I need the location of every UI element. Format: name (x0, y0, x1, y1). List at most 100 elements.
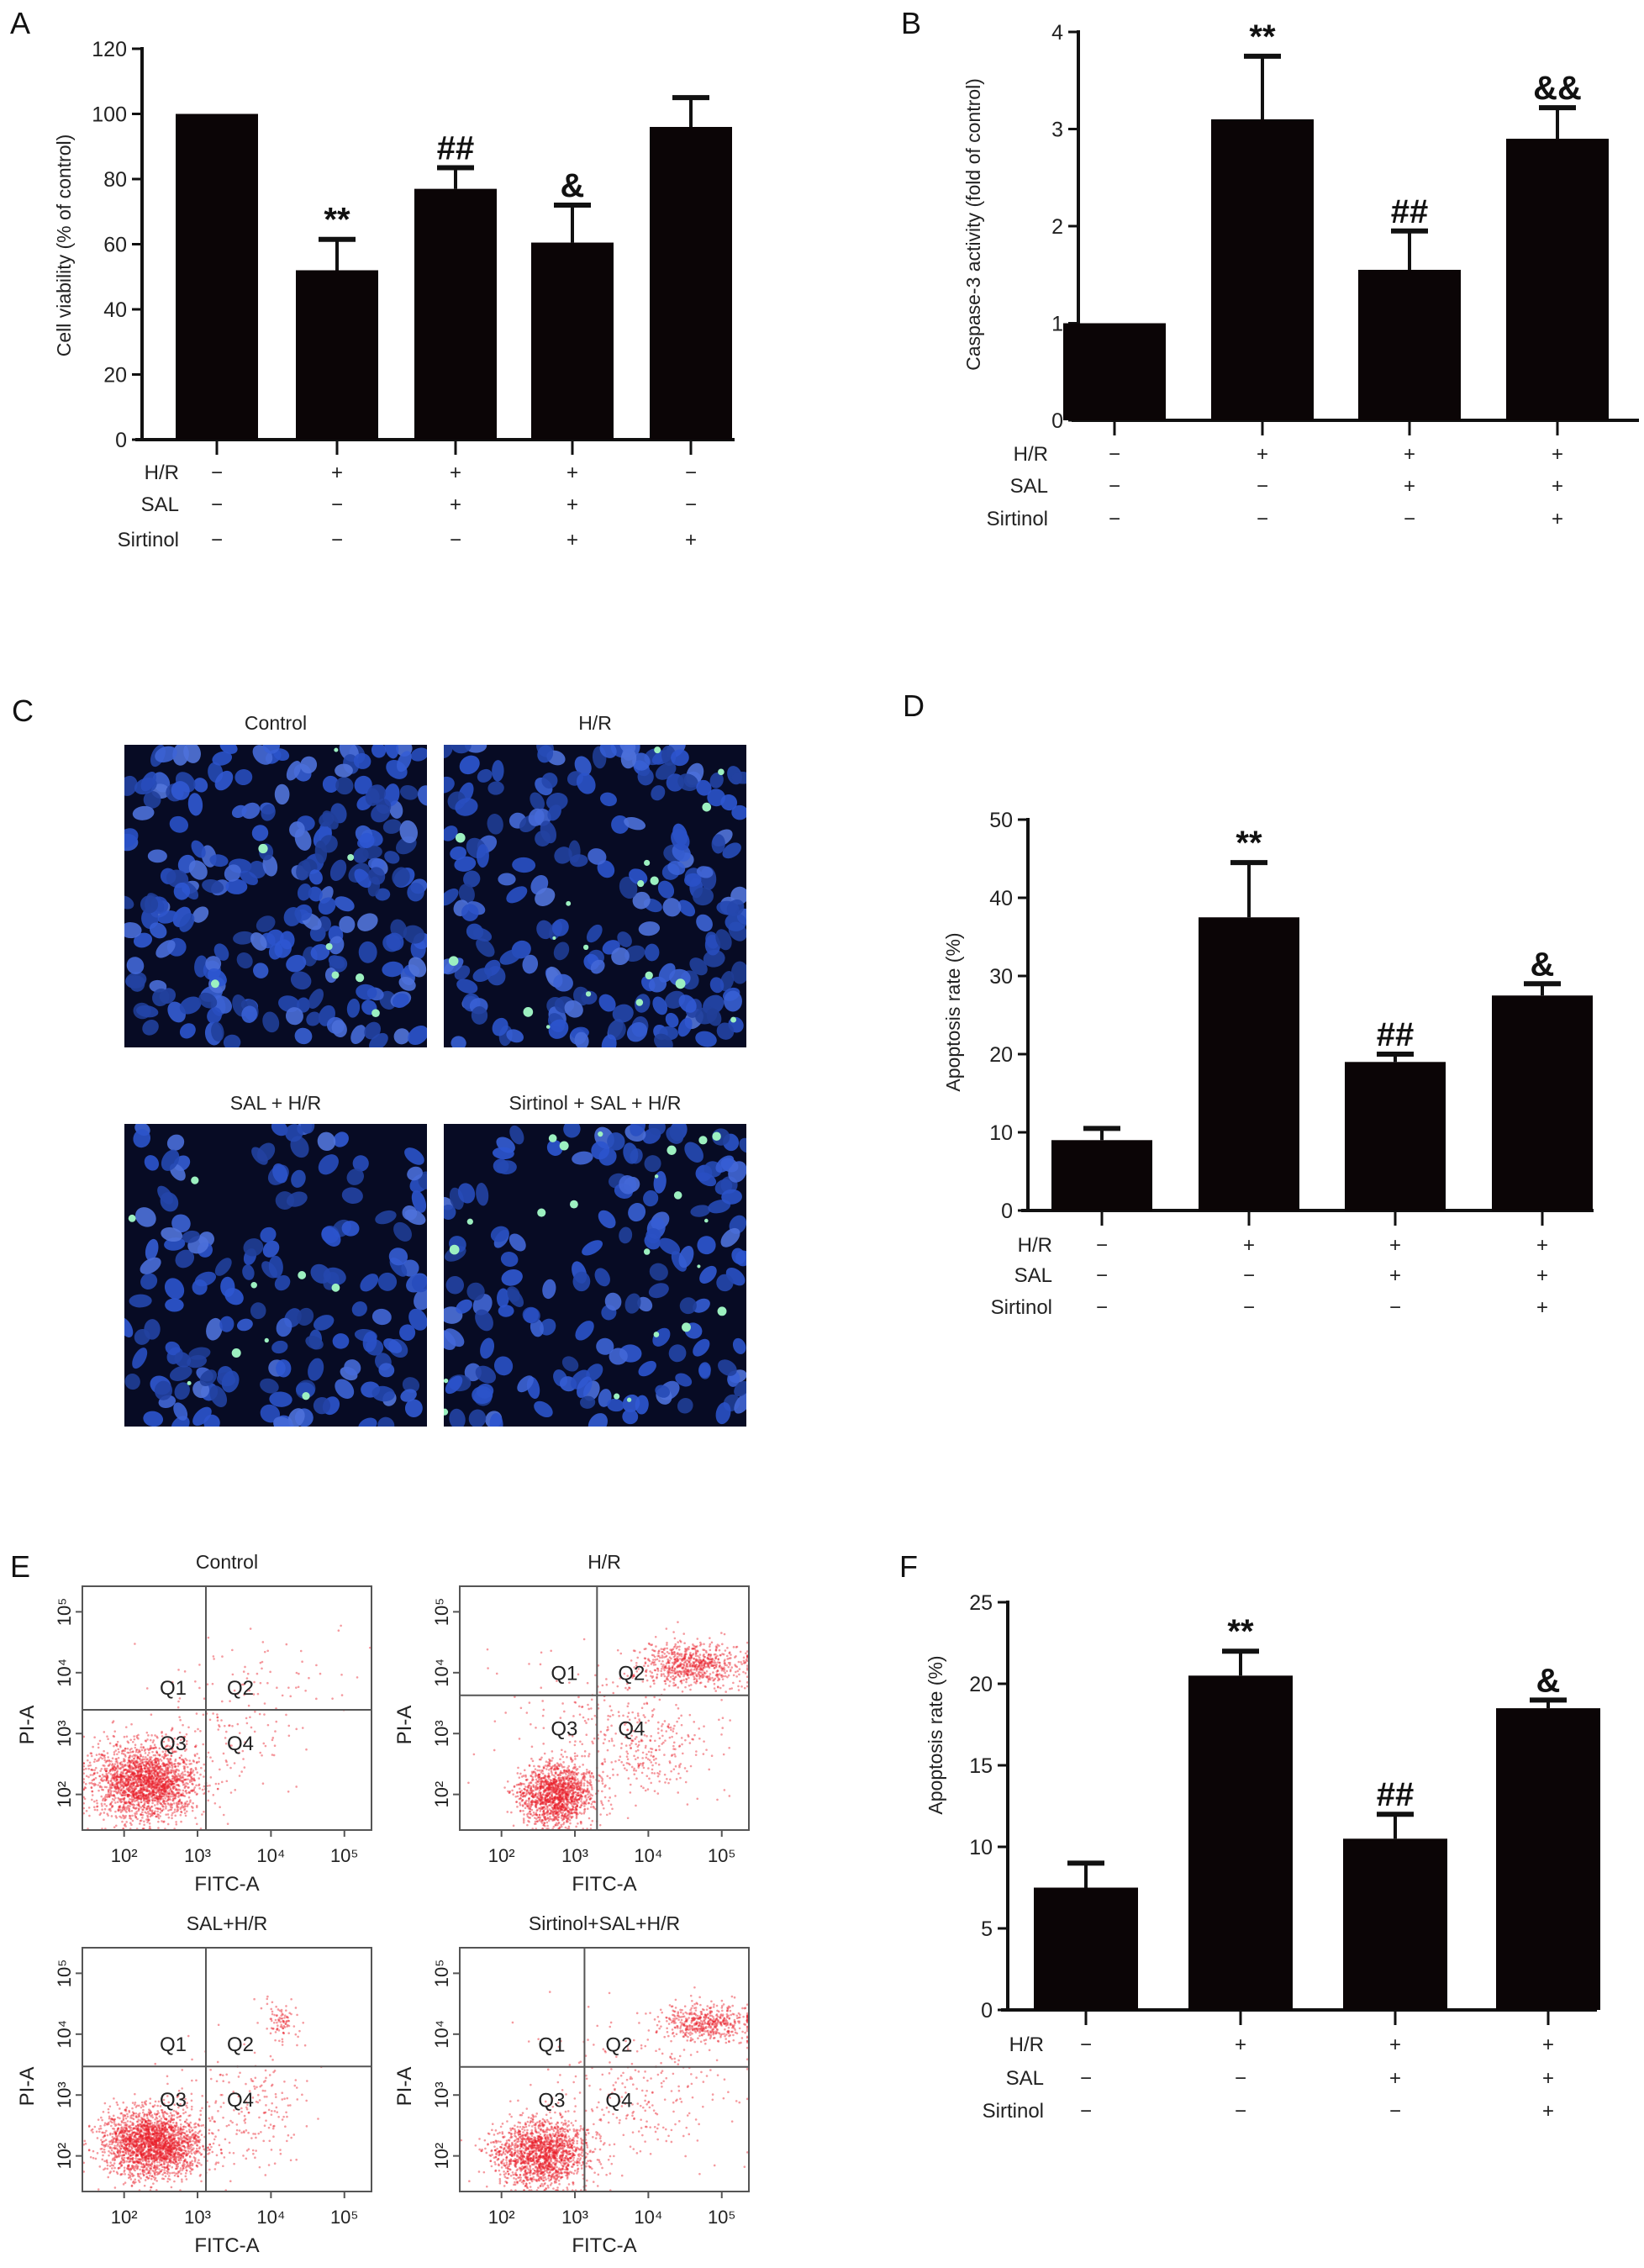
nucleus (536, 920, 553, 940)
data-point (222, 1813, 225, 1817)
data-point (582, 1791, 585, 1795)
data-point (119, 1792, 122, 1796)
nucleus (619, 1175, 637, 1195)
nucleus (456, 1299, 472, 1314)
nucleus (455, 798, 478, 816)
nucleus (375, 1210, 397, 1225)
data-point (173, 1776, 177, 1779)
data-point (119, 1783, 122, 1786)
data-point (144, 1775, 146, 1777)
data-point (295, 1671, 298, 1675)
data-point (609, 1796, 612, 1799)
data-point (154, 1734, 156, 1737)
data-point (155, 1751, 159, 1754)
nucleus (472, 927, 493, 942)
data-point (117, 1808, 120, 1811)
x-tick-label: 10³ (184, 1845, 211, 1866)
data-point (228, 1724, 230, 1727)
data-point (125, 1793, 128, 1796)
data-point (141, 1780, 145, 1783)
apoptotic-nucleus (128, 1214, 136, 1222)
data-point (120, 1794, 124, 1797)
data-point (564, 1750, 566, 1754)
data-point (170, 1729, 173, 1732)
data-point (581, 1777, 584, 1780)
data-point (137, 1767, 140, 1770)
data-point (125, 1735, 129, 1738)
treatment-symbol: + (450, 493, 461, 516)
data-point (156, 1801, 159, 1804)
data-point (207, 1636, 210, 1639)
nucleus (199, 1369, 217, 1386)
nucleus (678, 994, 697, 1013)
nucleus (157, 1185, 174, 1205)
data-point (149, 1744, 152, 1748)
treatment-row-label: SAL (1014, 1264, 1052, 1287)
data-point (169, 1762, 172, 1764)
data-point (162, 1785, 165, 1788)
nucleus (310, 944, 330, 961)
data-point (575, 1802, 577, 1806)
data-point (566, 1779, 570, 1782)
data-point (539, 1796, 542, 1798)
data-point (175, 1777, 178, 1780)
data-point (169, 1761, 171, 1764)
data-point (173, 1785, 176, 1788)
data-point (559, 1811, 562, 1814)
data-point (152, 1775, 155, 1779)
nucleus (329, 936, 345, 955)
data-point (547, 1819, 551, 1822)
data-point (187, 1786, 189, 1789)
nucleus (572, 1151, 593, 1165)
nucleus (487, 814, 503, 835)
data-point (170, 1783, 172, 1786)
data-point (169, 1806, 172, 1809)
data-point (181, 1776, 183, 1780)
data-point (161, 1777, 164, 1780)
nucleus (597, 860, 615, 878)
data-point (108, 1770, 112, 1772)
data-point (242, 1758, 245, 1760)
data-point (182, 1723, 184, 1727)
nucleus (671, 829, 690, 851)
data-point (136, 1797, 139, 1800)
data-point (131, 1787, 134, 1790)
data-point (101, 1805, 103, 1807)
data-point (154, 1775, 157, 1778)
data-point (152, 1793, 155, 1796)
data-point (556, 1790, 558, 1792)
data-point (121, 1780, 124, 1783)
nucleus (132, 805, 155, 820)
treatment-row-label: Sirtinol (118, 529, 179, 551)
data-point (308, 1676, 310, 1680)
data-point (209, 1776, 213, 1779)
data-point (159, 1792, 162, 1796)
nucleus (697, 1236, 716, 1255)
data-point (550, 1770, 553, 1773)
fluorescence-image (124, 1124, 427, 1427)
nucleus (643, 1189, 659, 1207)
significance-marker: && (1533, 70, 1582, 107)
nucleus (530, 792, 545, 811)
data-point (664, 1682, 667, 1685)
data-point (97, 1759, 100, 1762)
data-point (536, 1801, 540, 1804)
data-point (570, 1796, 572, 1798)
data-point (523, 1783, 525, 1785)
y-tick-label: 100 (92, 103, 127, 127)
data-point (110, 1806, 113, 1809)
data-point (145, 1794, 148, 1797)
nucleus (417, 785, 427, 806)
data-point (135, 1796, 139, 1799)
nucleus (354, 868, 371, 889)
significance-marker: ** (1249, 18, 1276, 55)
data-point (356, 1676, 359, 1679)
data-point (566, 1755, 568, 1759)
data-point (166, 1785, 170, 1787)
data-point (159, 1767, 161, 1770)
apoptotic-nucleus (355, 973, 365, 983)
nucleus (140, 895, 159, 914)
data-point (121, 1806, 124, 1809)
data-point (653, 1682, 656, 1685)
data-point (556, 1780, 558, 1783)
